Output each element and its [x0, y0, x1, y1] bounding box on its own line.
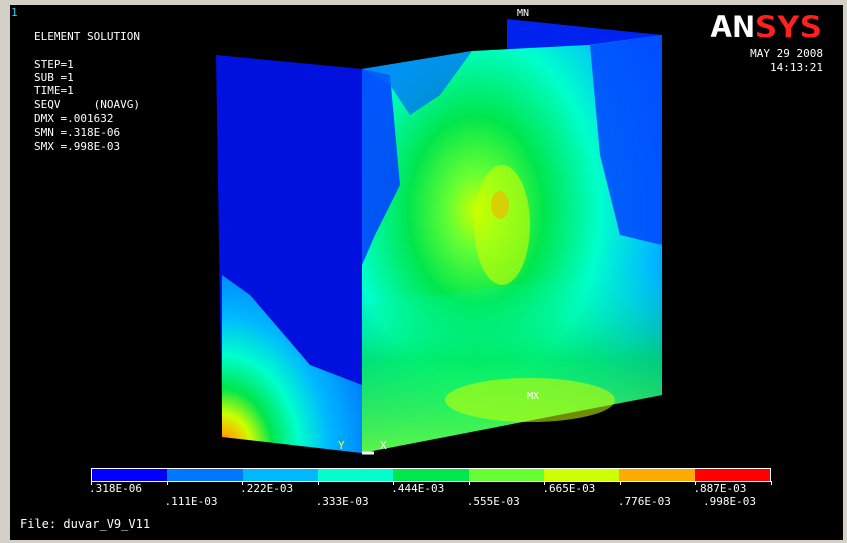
legend-segment	[694, 469, 770, 481]
legend-segment	[393, 469, 469, 481]
legend-label-bottom: .998E-03	[703, 495, 756, 508]
logo-text-sys: SYS	[755, 11, 822, 41]
legend-label-top: .318E-06	[89, 482, 142, 495]
left-wall-stress	[222, 275, 362, 453]
legend-tick	[242, 481, 244, 485]
contour-plot[interactable]: MN MX Y X	[10, 5, 843, 540]
legend-tick	[166, 481, 168, 485]
legend-label-top: .887E-03	[693, 482, 747, 495]
legend-tick	[317, 481, 319, 485]
right-edge-region	[590, 35, 662, 245]
legend-label-bottom: .111E-03	[164, 495, 218, 508]
legend-tick	[619, 481, 621, 485]
legend-tick	[393, 481, 395, 485]
legend-label-top: .665E-03	[542, 482, 596, 495]
legend-tick	[771, 481, 772, 485]
stat-step: STEP=1	[34, 58, 74, 71]
max-region	[445, 378, 615, 422]
axis-y-label: Y	[338, 439, 345, 452]
legend-segment	[619, 469, 695, 481]
legend-tick	[695, 481, 697, 485]
hot-spot	[474, 165, 530, 285]
legend-segment	[167, 469, 243, 481]
legend-segment	[543, 469, 620, 481]
stat-smn: SMN =.318E-06	[34, 126, 121, 139]
stat-smx: SMX =.998E-03	[34, 140, 121, 153]
legend-label-bottom: .776E-03	[617, 495, 671, 508]
solution-title: ELEMENT SOLUTION	[34, 30, 140, 43]
legend-segment	[92, 469, 168, 481]
min-marker-label: MN	[517, 8, 529, 19]
legend-tick	[468, 481, 470, 485]
legend-label-bottom: .555E-03	[466, 495, 520, 508]
stat-time: TIME=1	[34, 84, 74, 97]
date-label: MAY 29 2008	[750, 47, 823, 60]
stat-sub: SUB =1	[34, 71, 74, 84]
graphics-viewport[interactable]: 1 ELEMENT SOLUTION STEP=1 SUB =1 TIME=1 …	[10, 5, 843, 540]
window-number: 1	[11, 6, 18, 19]
legend-label-top: .444E-03	[391, 482, 445, 495]
logo-text-an: AN	[710, 11, 755, 41]
axis-x-label: X	[380, 439, 387, 452]
legend-label-top: .222E-03	[240, 482, 294, 495]
stat-seqv: SEQV (NOAVG)	[34, 98, 140, 111]
time-label: 14:13:21	[770, 61, 823, 74]
legend-tick	[91, 481, 92, 485]
max-marker-label: MX	[527, 391, 539, 402]
ansys-logo: AN SYS	[710, 10, 826, 44]
file-label: File: duvar_V9_V11	[20, 517, 151, 531]
legend-segment	[468, 469, 544, 481]
stat-dmx: DMX =.001632	[34, 112, 114, 125]
legend-label-bottom: .333E-03	[315, 495, 369, 508]
legend-tick	[544, 481, 546, 485]
contour-legend-bar	[91, 468, 771, 482]
legend-segment	[242, 469, 318, 481]
legend-segment	[317, 469, 394, 481]
